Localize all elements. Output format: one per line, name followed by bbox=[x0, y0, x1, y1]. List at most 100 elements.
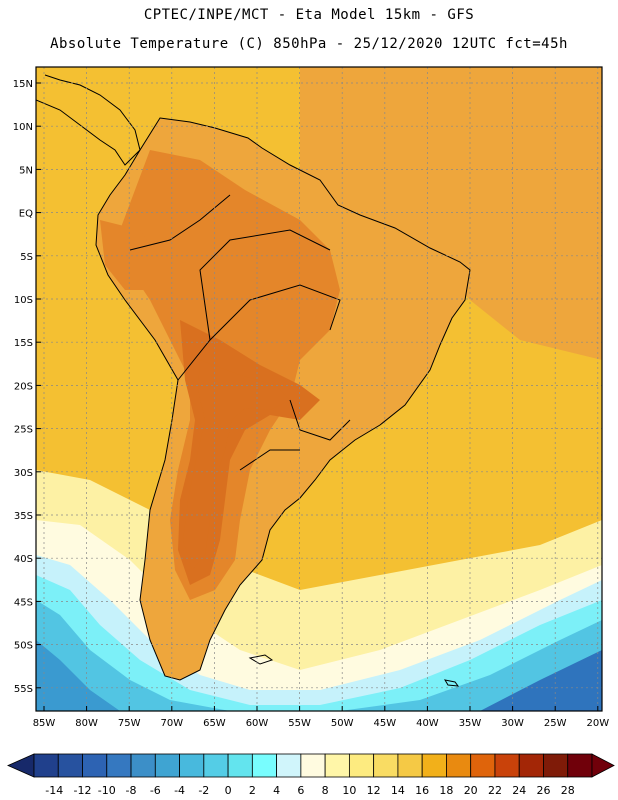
colorbar-swatch bbox=[397, 753, 423, 778]
colorbar-swatch bbox=[251, 753, 278, 778]
map-field bbox=[36, 67, 602, 711]
colorbar-swatch bbox=[518, 753, 544, 778]
lat-label: 25S bbox=[14, 425, 33, 436]
coastline-central-america bbox=[36, 74, 141, 166]
colorbar-swatch bbox=[324, 753, 350, 778]
colorbar-swatch bbox=[470, 753, 496, 778]
colorbar-swatch bbox=[227, 753, 253, 778]
colorbar-label: 10 bbox=[342, 784, 356, 797]
colorbar-label: -12 bbox=[74, 784, 92, 797]
field-blue-band-b bbox=[36, 640, 120, 711]
colorbar-swatch bbox=[57, 753, 83, 778]
map-title-line1: CPTEC/INPE/MCT - Eta Model 15km - GFS bbox=[143, 7, 475, 23]
lat-label: 20S bbox=[14, 381, 33, 392]
lon-label: 55W bbox=[288, 718, 311, 729]
field-cyan-band bbox=[36, 575, 602, 711]
graticule bbox=[36, 67, 602, 711]
border-internal-1 bbox=[177, 284, 341, 381]
colorbar-swatch bbox=[276, 753, 302, 778]
border-internal-5 bbox=[129, 194, 231, 251]
lat-label: EQ bbox=[19, 209, 33, 220]
lon-label: 70W bbox=[160, 718, 183, 729]
colorbar-label: -6 bbox=[150, 784, 161, 797]
colorbar-swatch bbox=[33, 753, 59, 778]
colorbar-swatch bbox=[106, 753, 132, 778]
colorbar-label: 4 bbox=[273, 784, 280, 797]
colorbar-label: -2 bbox=[198, 784, 209, 797]
colorbar-swatch bbox=[421, 753, 447, 778]
colorbar-label: -8 bbox=[126, 784, 137, 797]
lat-label: 40S bbox=[14, 554, 33, 565]
colorbar-over-arrow bbox=[591, 753, 615, 778]
lon-label: 35W bbox=[459, 718, 482, 729]
latitude-labels: 15N 10N 5N EQ 5S 10S 15S 20S 25S 30S 35S 40S 45S 50S 5… bbox=[13, 79, 33, 695]
lat-label: 30S bbox=[14, 468, 33, 479]
colorbar-swatch bbox=[494, 753, 520, 778]
colorbar-swatch bbox=[348, 753, 375, 778]
lat-label: 55S bbox=[14, 684, 33, 695]
lat-label: 45S bbox=[14, 597, 33, 608]
axis-ticks bbox=[36, 82, 599, 711]
land-hottest-zone bbox=[183, 360, 290, 570]
longitude-labels: 85W 80W 75W 70W 65W 60W 55W 50W 45W 40W 35W 30W 25W 2… bbox=[33, 718, 610, 729]
coastlines bbox=[36, 74, 471, 687]
coastline-south-america bbox=[95, 117, 471, 681]
colorbar-label: -4 bbox=[174, 784, 185, 797]
colorbar-label: 28 bbox=[561, 784, 575, 797]
colorbar-label: 18 bbox=[439, 784, 453, 797]
colorbar-label: 2 bbox=[249, 784, 256, 797]
colorbar-label: 16 bbox=[415, 784, 429, 797]
lat-label: 35S bbox=[14, 511, 33, 522]
land-hot-north bbox=[100, 220, 160, 290]
colorbar-under-arrow bbox=[7, 753, 35, 778]
lon-label: 60W bbox=[246, 718, 269, 729]
colorbar-swatch bbox=[567, 753, 593, 778]
colorbar-swatch bbox=[543, 753, 569, 778]
colorbar-label: 14 bbox=[391, 784, 405, 797]
lon-label: 40W bbox=[416, 718, 439, 729]
field-tropical-band bbox=[300, 67, 602, 360]
colorbar-label: 22 bbox=[488, 784, 502, 797]
lon-label: 20W bbox=[586, 718, 609, 729]
map-frame bbox=[35, 66, 603, 712]
border-internal-3 bbox=[289, 399, 351, 441]
lon-label: 45W bbox=[373, 718, 396, 729]
colorbar-swatch bbox=[373, 753, 399, 778]
colorbar-swatch bbox=[82, 753, 108, 778]
colorbar-swatch bbox=[300, 753, 326, 778]
lon-label: 25W bbox=[544, 718, 567, 729]
colorbar-label: -14 bbox=[45, 784, 63, 797]
colorbar-label: 26 bbox=[536, 784, 550, 797]
lat-label: 10S bbox=[14, 295, 33, 306]
colorbar: -14 -12 -10 -8 -6 -4 -2 0 2 4 6 8 10 12 14 16 18 20 22 24 26… bbox=[7, 753, 615, 797]
lat-label: 10N bbox=[13, 122, 33, 133]
colorbar-swatch bbox=[179, 753, 205, 778]
lon-label: 50W bbox=[331, 718, 354, 729]
lat-label: 15S bbox=[14, 338, 33, 349]
lat-label: 50S bbox=[14, 641, 33, 652]
border-internal-4 bbox=[239, 449, 300, 471]
colorbar-label: 8 bbox=[322, 784, 329, 797]
lon-label: 80W bbox=[75, 718, 98, 729]
colorbar-swatch bbox=[446, 753, 472, 778]
colorbar-swatch bbox=[130, 753, 156, 778]
south-georgia-outline bbox=[443, 679, 460, 687]
lat-label: 5N bbox=[19, 165, 33, 176]
colorbar-label: 20 bbox=[464, 784, 478, 797]
lon-label: 75W bbox=[118, 718, 141, 729]
colorbar-label: 24 bbox=[512, 784, 526, 797]
lat-label: 5S bbox=[20, 252, 33, 263]
colorbar-label: -10 bbox=[98, 784, 116, 797]
field-blue-band-c bbox=[480, 650, 602, 711]
colorbar-label: 12 bbox=[367, 784, 381, 797]
lon-label: 65W bbox=[203, 718, 226, 729]
lon-label: 85W bbox=[33, 718, 56, 729]
colorbar-label: 6 bbox=[297, 784, 304, 797]
border-internal-2 bbox=[199, 229, 331, 341]
colorbar-swatch bbox=[203, 753, 229, 778]
colorbar-label: 0 bbox=[225, 784, 232, 797]
lon-label: 30W bbox=[501, 718, 524, 729]
colorbar-swatch bbox=[154, 753, 180, 778]
lat-label: 15N bbox=[13, 79, 33, 90]
